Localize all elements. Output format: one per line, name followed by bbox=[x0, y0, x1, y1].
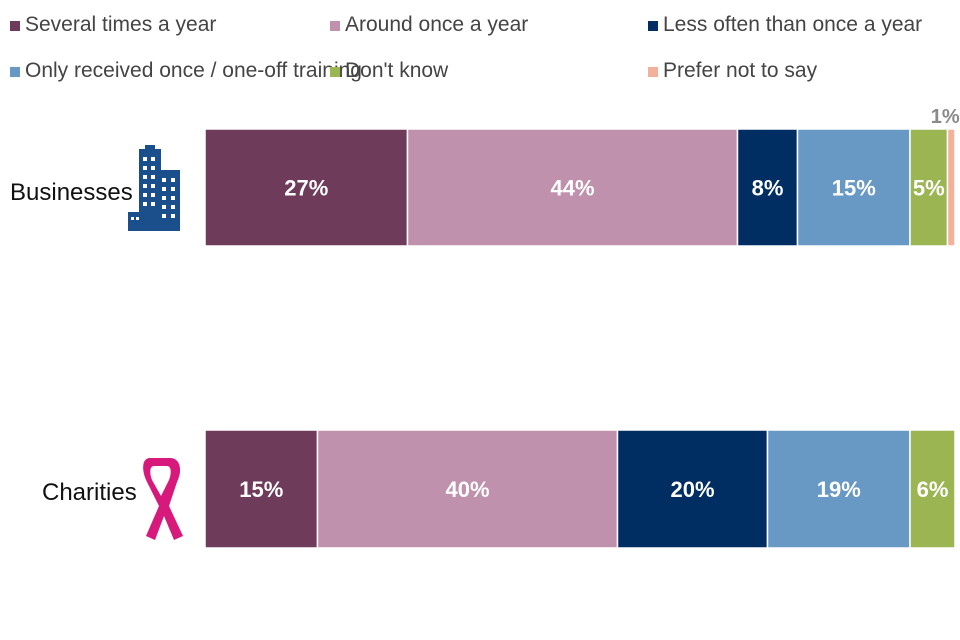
legend-item-less-often-than-once-a-year: Less often than once a year bbox=[648, 13, 922, 36]
legend-swatch bbox=[648, 21, 658, 31]
legend-swatch bbox=[330, 67, 340, 77]
legend: Several times a year Around once a year Le… bbox=[10, 13, 922, 82]
legend-label: Prefer not to say bbox=[663, 59, 818, 82]
data-label-businesses-only-received-once-one-off-training: 15% bbox=[832, 176, 876, 201]
bar-businesses-only-received-once-one-off-training bbox=[796, 128, 911, 247]
legend-label: Don't know bbox=[345, 59, 449, 82]
data-label-businesses-less-often-than-once-a-year: 8% bbox=[752, 176, 784, 201]
data-label-charities-only-received-once-one-off-training: 19% bbox=[817, 477, 861, 502]
data-label-businesses-several-times-a-year: 27% bbox=[284, 176, 328, 201]
data-label-businesses-don-t-know: 5% bbox=[913, 176, 945, 201]
data-labels: 27% 44% 8% 15% 5% 1% 15% 40% 20% 19% 6% bbox=[239, 106, 960, 502]
data-label-charities-around-once-a-year: 40% bbox=[445, 477, 489, 502]
legend-label: Around once a year bbox=[345, 13, 528, 36]
legend-swatch bbox=[10, 21, 20, 31]
legend-item-prefer-not-to-say: Prefer not to say bbox=[648, 59, 818, 82]
bar-charities-don-t-know bbox=[909, 429, 956, 549]
legend-item-around-once-a-year: Around once a year bbox=[330, 13, 528, 36]
data-label-charities-don-t-know: 6% bbox=[917, 477, 949, 502]
legend-label: Less often than once a year bbox=[663, 13, 922, 36]
legend-swatch bbox=[648, 67, 658, 77]
bar-businesses-don-t-know bbox=[909, 128, 949, 247]
bar-charities-only-received-once-one-off-training bbox=[766, 429, 911, 549]
legend-item-don-t-know: Don't know bbox=[330, 59, 449, 82]
data-label-charities-less-often-than-once-a-year: 20% bbox=[670, 477, 714, 502]
office-building-icon bbox=[128, 145, 180, 231]
bar-businesses-less-often-than-once-a-year bbox=[736, 128, 799, 247]
category-label-businesses: Businesses bbox=[10, 179, 133, 206]
category-label-charities: Charities bbox=[42, 479, 137, 506]
category-labels: Businesses Charities bbox=[10, 179, 137, 506]
legend-item-only-received-once-one-off-training: Only received once / one-off training bbox=[10, 59, 362, 82]
bar-businesses-around-once-a-year bbox=[406, 128, 739, 247]
bar-charities-several-times-a-year bbox=[204, 429, 319, 549]
bar-charities-less-often-than-once-a-year bbox=[616, 429, 769, 549]
category-icons bbox=[128, 145, 183, 540]
bar-businesses-several-times-a-year bbox=[204, 128, 409, 247]
legend-label: Only received once / one-off training bbox=[25, 59, 362, 82]
legend-label: Several times a year bbox=[25, 13, 216, 36]
bars bbox=[204, 128, 956, 549]
legend-swatch bbox=[330, 21, 340, 31]
legend-item-several-times-a-year: Several times a year bbox=[10, 13, 216, 36]
data-label-businesses-prefer-not-to-say: 1% bbox=[931, 106, 960, 128]
bar-charities-around-once-a-year bbox=[316, 429, 619, 549]
awareness-ribbon-icon bbox=[143, 458, 183, 540]
data-label-charities-several-times-a-year: 15% bbox=[239, 477, 283, 502]
data-label-businesses-around-once-a-year: 44% bbox=[550, 176, 594, 201]
legend-swatch bbox=[10, 67, 20, 77]
bar-businesses-prefer-not-to-say bbox=[946, 128, 956, 247]
